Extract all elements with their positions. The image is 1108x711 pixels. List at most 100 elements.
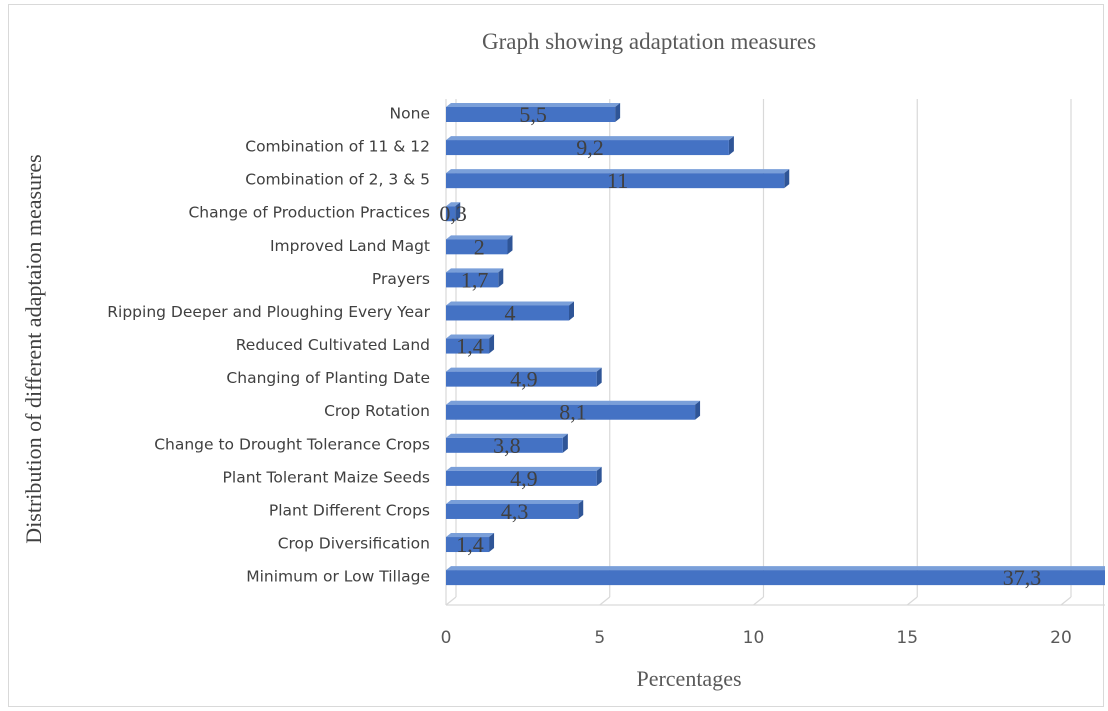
category-label: Improved Land Magt [270,237,430,255]
bar-side-face [498,268,504,288]
bar-front-face [446,173,785,189]
bar-front-face [446,437,563,453]
data-label: 11 [607,168,628,193]
x-tick-label: 20 [1050,628,1072,648]
bar-front-face [446,470,597,486]
x-tick-labels: 0510152025303540 [441,628,1072,648]
bar-side-face [596,367,602,387]
data-label: 4 [505,300,516,325]
bar-side-face [596,466,602,486]
bar-front-face [446,570,1105,586]
category-label: Crop Rotation [324,402,430,420]
bar [446,169,790,189]
bar-top-face [446,367,602,372]
bar [446,533,495,553]
bar-front-face [446,338,490,354]
bar [446,367,602,387]
x-tick-label: 5 [594,628,605,648]
category-label: Prayers [372,270,430,288]
data-label: 4,9 [510,466,538,491]
data-label: 5,5 [519,102,547,127]
bar [446,334,495,354]
data-labels: 37,3 1,4 4,3 4,9 3,8 8,1 4,9 1,4 4 1,7 2 0,3 119,2 5,… [439,102,1041,590]
chart-title: Graph showing adaptation measures [482,29,816,54]
bar-side-face [507,235,513,255]
category-label: Combination of 2, 3 & 5 [245,171,430,189]
data-label: 4,9 [510,367,538,392]
data-label: 9,2 [576,135,604,160]
data-label: 0,3 [439,201,467,226]
x-tick-label: 10 [743,628,765,648]
bar-top-face [446,334,495,339]
category-label: Reduced Cultivated Land [236,336,430,354]
bar-side-face [489,533,495,553]
gridline-foot [599,596,611,606]
bar-front-face [446,404,696,420]
bar [446,136,734,156]
bar-top-face [446,235,513,240]
category-label: Change to Drought Tolerance Crops [154,435,430,453]
data-label: 3,8 [493,433,521,458]
bar-top-face [446,136,734,141]
x-axis-title: Percentages [636,666,741,691]
bar [446,235,513,255]
data-label: 4,3 [501,499,529,524]
bar-side-face [569,301,574,321]
gridline-foot [445,596,457,606]
category-label: Changing of Planting Date [226,369,430,387]
bar [446,433,568,453]
bars [446,103,1105,586]
category-label: Plant Tolerant Maize Seeds [223,468,430,486]
category-label: Ripping Deeper and Ploughing Every Year [107,303,430,321]
data-label: 1,4 [456,532,484,557]
bar-front-face [446,107,616,122]
category-label: Crop Diversification [278,535,430,553]
bar [446,103,621,122]
gridline-foot [753,596,764,606]
bar-top-face [446,268,504,273]
bar-top-face [446,301,574,306]
bar-top-face [446,433,568,438]
x-tick-label: 15 [896,628,918,648]
data-label: 1,4 [456,334,484,359]
bar-top-face [446,466,602,471]
bar-side-face [728,136,734,156]
bar [446,301,574,321]
bar-front-face [446,140,729,156]
category-label: Combination of 11 & 12 [245,138,430,156]
bar [446,268,504,288]
bar [446,499,584,519]
data-label: 2 [474,234,485,259]
bar [446,400,701,420]
bar-top-face [446,202,461,207]
bar-chart: Graph showing adaptation measures Distri… [21,29,1105,691]
data-label: 37,3 [1003,565,1042,590]
bar-side-face [784,169,790,189]
bar-front-face [446,272,499,288]
bar-side-face [695,400,701,420]
data-label: 1,7 [461,267,489,292]
bar-side-face [455,202,461,222]
bar-side-face [489,334,495,354]
bar-side-face [562,433,568,453]
bar-top-face [446,566,1105,571]
gridline-foot [1060,596,1072,606]
bar-front-face [446,206,456,222]
bar-top-face [446,499,584,504]
data-label: 8,1 [559,400,587,425]
bar-side-face [615,103,621,122]
bar-side-face [578,499,584,519]
y-axis-title: Distribution of different adaptaion meas… [21,154,46,543]
category-label: Plant Different Crops [269,501,430,519]
bar [446,566,1105,586]
bar [446,466,602,486]
chart-frame: Graph showing adaptation measures Distri… [8,4,1105,707]
bar-front-face [446,503,579,519]
category-label: Change of Production Practices [188,204,430,222]
bar-front-face [446,537,490,553]
bar [446,202,461,222]
category-label: None [390,105,430,123]
x-tick-label: 0 [441,628,452,648]
bar-front-face [446,305,569,321]
category-label: Minimum or Low Tillage [246,568,430,586]
